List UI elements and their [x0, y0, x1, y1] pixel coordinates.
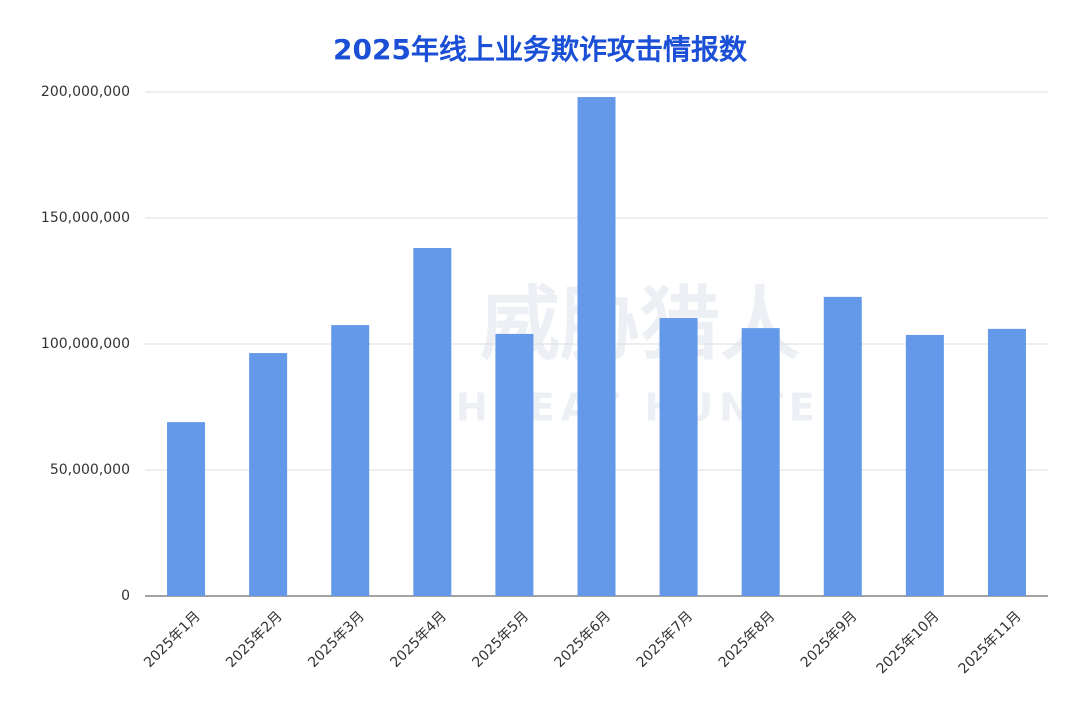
x-tick-label: 2025年11月 — [956, 608, 1025, 677]
chart-title: 2025年线上业务欺诈攻击情报数 — [333, 33, 748, 66]
bar — [987, 328, 1026, 596]
y-tick-label: 50,000,000 — [50, 462, 130, 478]
y-tick-label: 0 — [121, 588, 130, 604]
bar — [167, 422, 206, 596]
bar — [659, 318, 698, 596]
watermark-sub-text: THREAT HUNTER — [424, 386, 856, 430]
x-tick-label: 2025年7月 — [634, 608, 697, 671]
bar — [905, 334, 944, 596]
x-tick-label: 2025年10月 — [874, 608, 943, 677]
x-tick-label: 2025年3月 — [305, 608, 368, 671]
y-tick-label: 150,000,000 — [41, 210, 130, 226]
bar — [495, 333, 534, 596]
x-tick-label: 2025年2月 — [223, 608, 286, 671]
y-tick-label: 100,000,000 — [41, 336, 130, 352]
x-tick-label: 2025年8月 — [716, 608, 779, 671]
x-tick-label: 2025年1月 — [141, 608, 204, 671]
bar — [413, 247, 452, 596]
bar — [577, 97, 616, 596]
x-tick-label: 2025年6月 — [552, 608, 615, 671]
x-tick-label: 2025年5月 — [469, 608, 532, 671]
x-tick-label: 2025年4月 — [387, 608, 450, 671]
bar — [331, 325, 370, 596]
bar — [741, 328, 780, 596]
bar — [249, 353, 288, 596]
x-tick-label: 2025年9月 — [798, 608, 861, 671]
bar — [823, 296, 862, 596]
y-tick-label: 200,000,000 — [41, 84, 130, 100]
